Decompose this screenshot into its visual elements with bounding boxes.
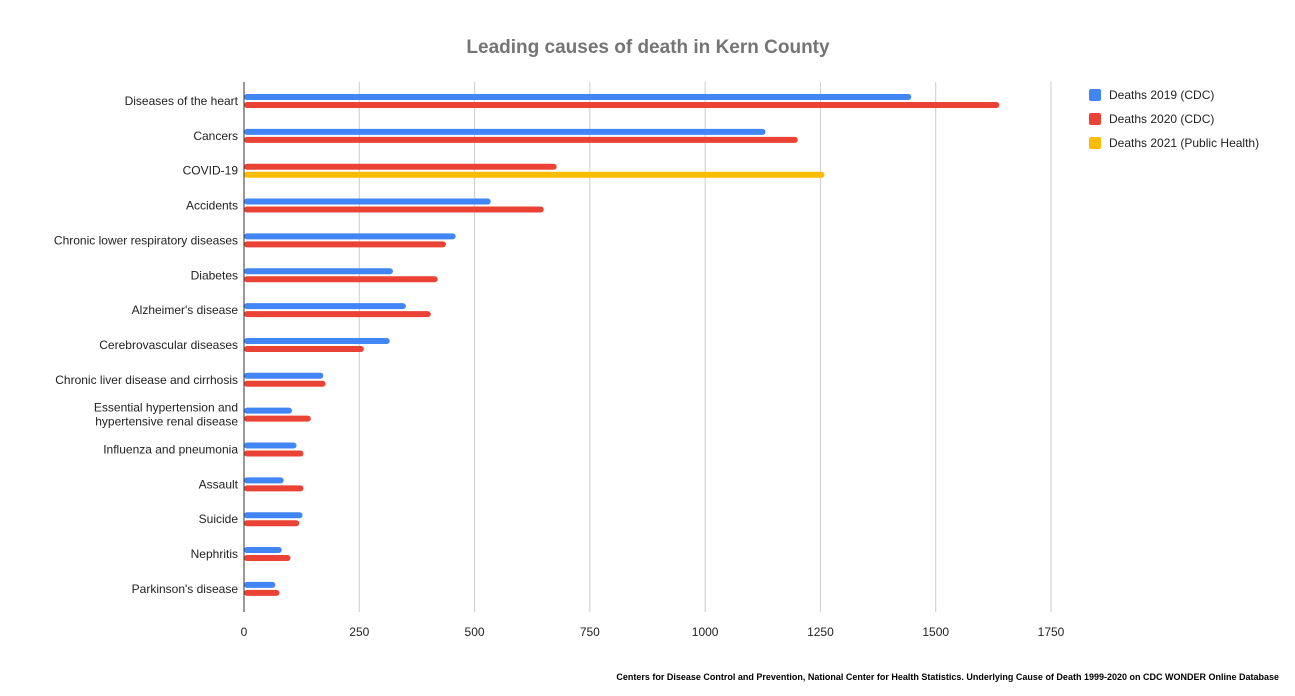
category-label: Accidents: [186, 199, 238, 213]
bar-series-0: [244, 477, 284, 484]
bar-series-1: [244, 485, 304, 492]
bar-series-0: [244, 581, 276, 588]
bar-series-1: [244, 589, 280, 596]
bar-series-1: [244, 136, 798, 143]
category-label: Cerebrovascular diseases: [99, 338, 238, 352]
category-label: COVID-19: [183, 164, 239, 178]
category-label: Assault: [199, 477, 239, 491]
bar-series-1: [244, 241, 446, 248]
legend: Deaths 2019 (CDC) Deaths 2020 (CDC) Deaths…: [1089, 88, 1259, 150]
x-tick-label: 250: [349, 625, 369, 639]
category-labels: Diseases of the heart Cancers COVID-19 Acci…: [54, 94, 239, 596]
category-label: Chronic lower respiratory diseases: [54, 233, 238, 247]
legend-label: Deaths 2020 (CDC): [1109, 112, 1214, 126]
bar-series-0: [244, 128, 766, 135]
bar-series-1: [244, 555, 291, 562]
category-label: Diabetes: [191, 268, 238, 282]
bar-series-1: [244, 163, 557, 170]
bar-series-1: [244, 276, 438, 283]
bars: [244, 94, 1000, 596]
bar-series-0: [244, 198, 491, 205]
legend-swatch: [1089, 113, 1101, 125]
bar-series-0: [244, 337, 390, 344]
x-tick-labels: 0 250 500 750 1000 1250 1500 1750: [241, 625, 1065, 639]
category-label: Suicide: [199, 512, 239, 526]
bar-series-1: [244, 415, 311, 422]
bar-series-0: [244, 547, 282, 554]
x-tick-label: 1000: [692, 625, 719, 639]
chart-title: Leading causes of death in Kern County: [466, 37, 830, 58]
category-label: Diseases of the heart: [125, 94, 239, 108]
bar-series-0: [244, 233, 456, 240]
gridlines: [358, 82, 1052, 612]
x-tick-label: 0: [241, 625, 248, 639]
bar-series-1: [244, 102, 1000, 108]
category-label: Cancers: [193, 129, 238, 143]
bar-series-1: [244, 206, 544, 213]
source-note: Centers for Disease Control and Preventi…: [616, 672, 1279, 682]
bar-series-1: [244, 380, 326, 387]
category-label: Influenza and pneumonia: [103, 443, 238, 457]
bar-series-1: [244, 450, 304, 457]
bar-series-0: [244, 94, 912, 100]
bar-series-1: [244, 311, 431, 318]
x-tick-label: 500: [465, 625, 485, 639]
category-label: Essential hypertension and hypertensive r…: [94, 401, 238, 429]
legend-swatch: [1089, 89, 1101, 101]
bar-series-0: [244, 442, 297, 449]
x-tick-label: 750: [580, 625, 600, 639]
category-label: Chronic liver disease and cirrhosis: [55, 373, 238, 387]
x-tick-label: 1250: [807, 625, 834, 639]
bar-series-0: [244, 372, 324, 379]
bar-series-0: [244, 407, 292, 414]
bar-series-0: [244, 512, 303, 519]
x-tick-label: 1500: [922, 625, 949, 639]
bar-series-1: [244, 520, 300, 527]
x-tick-label: 1750: [1038, 625, 1065, 639]
legend-label: Deaths 2021 (Public Health): [1109, 136, 1259, 150]
bar-series-0: [244, 303, 406, 310]
category-label: Nephritis: [191, 547, 238, 561]
legend-label: Deaths 2019 (CDC): [1109, 88, 1214, 102]
bar-series-1: [244, 345, 364, 352]
category-label-line: hypertensive renal disease: [95, 415, 238, 429]
bar-series-0: [244, 268, 393, 275]
category-label-line: Essential hypertension and: [94, 401, 238, 415]
bar-series-2: [244, 171, 825, 178]
category-label: Parkinson's disease: [132, 582, 239, 596]
category-label: Alzheimer's disease: [132, 303, 239, 317]
legend-swatch: [1089, 137, 1101, 149]
